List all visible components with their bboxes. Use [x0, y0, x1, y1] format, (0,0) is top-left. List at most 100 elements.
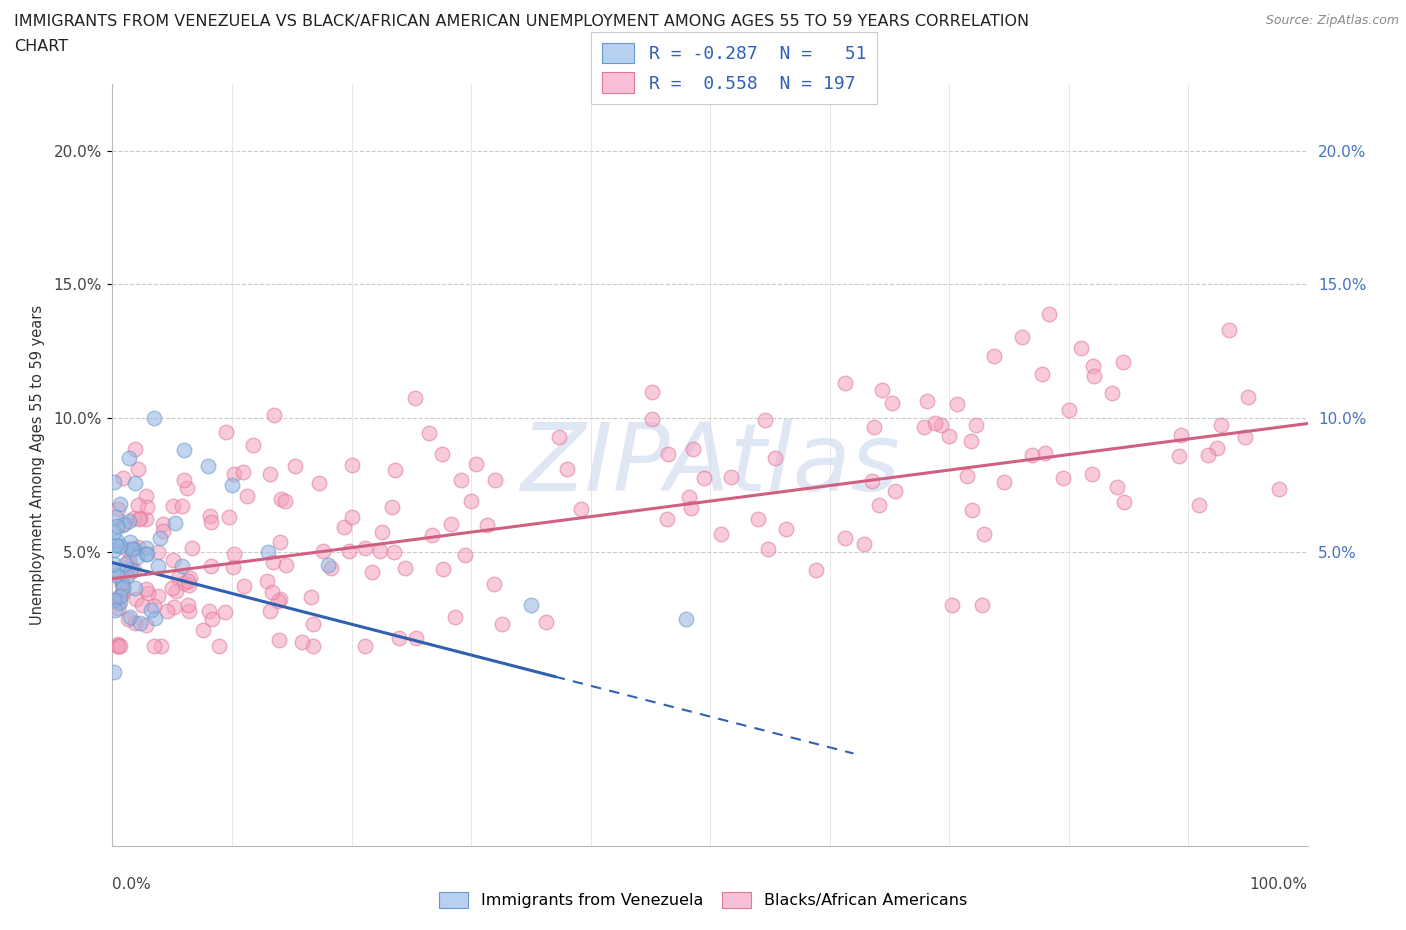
- Point: [657, 512, 679, 526]
- Point: [679, 500, 702, 515]
- Point: [112, 581, 135, 596]
- Point: [120, 609, 142, 624]
- Point: [146, 545, 169, 560]
- Point: [198, 604, 221, 618]
- Point: [834, 375, 856, 390]
- Point: [112, 579, 135, 594]
- Point: [136, 585, 159, 600]
- Point: [105, 518, 128, 533]
- Point: [162, 552, 184, 567]
- Point: [747, 512, 769, 527]
- Point: [131, 597, 153, 612]
- Point: [103, 556, 125, 571]
- Point: [259, 467, 281, 482]
- Point: [1237, 390, 1260, 405]
- Point: [450, 473, 472, 488]
- Point: [1083, 359, 1105, 374]
- Point: [149, 638, 172, 653]
- Point: [956, 469, 979, 484]
- Point: [1057, 402, 1080, 417]
- Point: [381, 499, 404, 514]
- Point: [214, 604, 236, 619]
- Point: [236, 488, 259, 503]
- Point: [125, 550, 148, 565]
- Point: [214, 425, 236, 440]
- Point: [256, 574, 278, 589]
- Point: [118, 450, 141, 465]
- Point: [361, 565, 384, 579]
- Point: [834, 530, 856, 545]
- Point: [118, 558, 141, 573]
- Point: [333, 520, 356, 535]
- Point: [124, 442, 146, 457]
- Point: [152, 516, 174, 531]
- Point: [868, 498, 890, 512]
- Point: [460, 494, 482, 509]
- Point: [1197, 447, 1219, 462]
- Point: [870, 382, 893, 397]
- Point: [263, 408, 285, 423]
- Point: [108, 588, 131, 603]
- Point: [432, 562, 454, 577]
- Point: [105, 567, 128, 582]
- Point: [284, 459, 307, 474]
- Point: [124, 542, 146, 557]
- Point: [1105, 479, 1128, 494]
- Point: [108, 588, 131, 603]
- Point: [107, 595, 129, 610]
- Point: [262, 554, 284, 569]
- Point: [924, 416, 946, 431]
- Point: [135, 582, 157, 597]
- Point: [308, 475, 330, 490]
- Point: [1021, 447, 1043, 462]
- Point: [127, 498, 149, 512]
- Point: [354, 638, 377, 653]
- Point: [118, 535, 141, 550]
- Point: [316, 558, 339, 573]
- Point: [941, 597, 963, 612]
- Point: [534, 615, 557, 630]
- Point: [970, 597, 993, 612]
- Point: [103, 665, 125, 680]
- Point: [179, 570, 201, 585]
- Point: [129, 511, 152, 525]
- Point: [103, 562, 125, 577]
- Point: [146, 589, 169, 604]
- Point: [173, 443, 195, 458]
- Point: [983, 348, 1005, 363]
- Point: [993, 474, 1015, 489]
- Point: [1112, 354, 1135, 369]
- Point: [135, 547, 157, 562]
- Point: [929, 418, 952, 432]
- Point: [388, 631, 411, 645]
- Point: [143, 598, 166, 613]
- Point: [912, 419, 935, 434]
- Point: [173, 472, 195, 487]
- Point: [269, 591, 291, 606]
- Point: [115, 568, 138, 583]
- Point: [1080, 466, 1102, 481]
- Text: Source: ZipAtlas.com: Source: ZipAtlas.com: [1265, 14, 1399, 27]
- Point: [384, 463, 406, 478]
- Point: [454, 547, 477, 562]
- Text: 0.0%: 0.0%: [112, 877, 152, 892]
- Point: [443, 610, 465, 625]
- Text: IMMIGRANTS FROM VENEZUELA VS BLACK/AFRICAN AMERICAN UNEMPLOYMENT AMONG AGES 55 T: IMMIGRANTS FROM VENEZUELA VS BLACK/AFRIC…: [14, 14, 1029, 29]
- Point: [111, 576, 134, 591]
- Point: [1234, 430, 1257, 445]
- Point: [1209, 418, 1232, 432]
- Point: [108, 497, 131, 512]
- Point: [860, 473, 883, 488]
- Legend: Immigrants from Venezuela, Blacks/African Americans: Immigrants from Venezuela, Blacks/Africa…: [433, 885, 973, 914]
- Point: [1038, 306, 1060, 321]
- Y-axis label: Unemployment Among Ages 55 to 59 years: Unemployment Among Ages 55 to 59 years: [31, 305, 45, 625]
- Point: [1070, 340, 1092, 355]
- Point: [127, 540, 149, 555]
- Point: [273, 493, 295, 508]
- Point: [135, 618, 157, 632]
- Point: [170, 499, 193, 514]
- Point: [172, 558, 194, 573]
- Point: [1206, 441, 1229, 456]
- Point: [143, 411, 166, 426]
- Point: [107, 638, 129, 653]
